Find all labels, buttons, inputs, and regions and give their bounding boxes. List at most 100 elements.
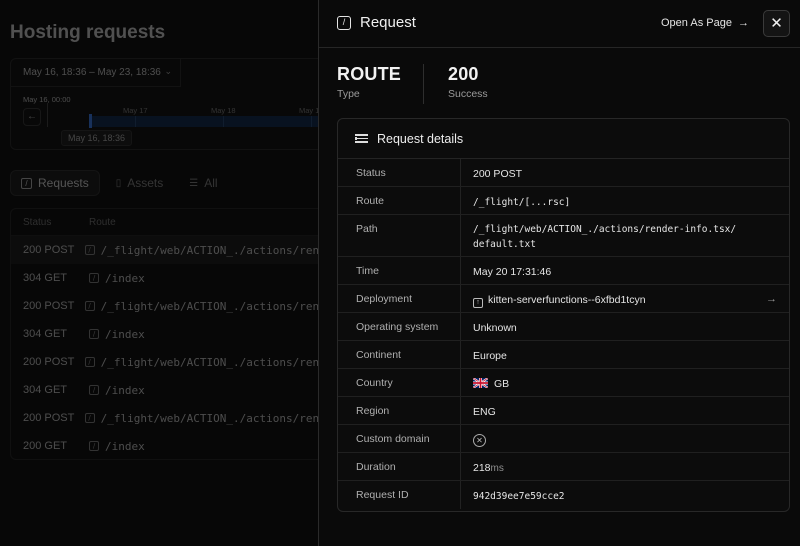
slash-box-icon: / (337, 16, 351, 30)
close-icon: ✕ (770, 15, 783, 32)
deployment-link[interactable]: ↑ kitten-serverfunctions--6xfbd1tcyn → (461, 285, 789, 312)
detail-row-country: Country GB (338, 369, 789, 397)
list-icon: ☰ (189, 177, 199, 189)
detail-value: Unknown (473, 322, 517, 334)
row-status: 200 POST (23, 356, 75, 368)
close-button[interactable]: ✕ (763, 10, 790, 37)
detail-label: Route (338, 187, 461, 214)
table-row[interactable]: 304 GET / /index (11, 376, 339, 404)
duration-value: 218 (473, 462, 491, 474)
row-route: /_flight/web/ACTION_./actions/render (100, 355, 339, 369)
table-row[interactable]: 200 GET / /index (11, 432, 339, 459)
detail-row-time: Time May 20 17:31:46 (338, 257, 789, 285)
detail-row-request-id: Request ID 942d39ee7e59cce2 (338, 481, 789, 509)
requests-table: Status Route 200 POST / /_flight/web/ACTI… (10, 208, 340, 460)
detail-row-duration: Duration 218ms (338, 453, 789, 481)
summary-label: Success (448, 88, 488, 100)
tab-requests[interactable]: / Requests (10, 170, 100, 196)
detail-label: Custom domain (338, 425, 461, 452)
request-summary: ROUTE Type 200 Success (337, 64, 510, 104)
tab-label: All (204, 176, 218, 190)
detail-row-os: Operating system Unknown (338, 313, 789, 341)
country-value: GB (494, 378, 510, 390)
detail-value[interactable]: 942d39ee7e59cce2 (473, 491, 565, 502)
detail-label: Request ID (338, 481, 461, 509)
row-route: /index (105, 439, 145, 453)
detail-value: Europe (473, 350, 507, 362)
page-title: Hosting requests (10, 22, 166, 43)
route-icon: / (89, 385, 99, 395)
detail-label: Country (338, 369, 461, 396)
row-status: 200 POST (23, 412, 75, 424)
column-header-route: Route (89, 216, 116, 228)
date-range-picker[interactable]: May 16, 18:36 – May 23, 18:36 ⌄ (11, 59, 181, 87)
timeline-tooltip: May 16, 18:36 (61, 130, 133, 146)
list-icon (355, 133, 368, 143)
table-header: Status Route (11, 209, 339, 236)
detail-label: Path (338, 215, 461, 256)
route-icon: / (89, 273, 99, 283)
detail-value: May 20 17:31:46 (473, 266, 552, 278)
route-icon: / (89, 441, 99, 451)
detail-label: Region (338, 397, 461, 424)
row-status: 304 GET (23, 272, 68, 284)
detail-label: Continent (338, 341, 461, 368)
summary-value: ROUTE (337, 64, 401, 84)
timeline-range-handle[interactable] (89, 114, 92, 128)
drawer-title: Request (360, 14, 416, 31)
detail-label: Deployment (338, 285, 461, 312)
detail-row-status: Status 200 POST (338, 159, 789, 187)
timeline-gridline (311, 116, 312, 127)
arrow-left-icon[interactable]: ← (23, 108, 41, 126)
summary-status: 200 Success (423, 64, 510, 104)
route-icon: / (84, 301, 95, 311)
arrow-right-icon: → (737, 17, 749, 29)
timeline-tick: May 1 (299, 106, 320, 115)
chevron-down-icon: ⌄ (164, 66, 172, 76)
row-route: /index (105, 327, 145, 341)
timeline-card: May 16, 18:36 – May 23, 18:36 ⌄ May 16, … (10, 58, 341, 150)
route-icon: / (89, 329, 99, 339)
tab-label: Requests (38, 176, 89, 190)
x-circle-icon: ✕ (473, 434, 486, 447)
detail-row-deployment[interactable]: Deployment ↑ kitten-serverfunctions--6xfb… (338, 285, 789, 313)
route-icon: / (84, 413, 95, 423)
detail-row-continent: Continent Europe (338, 341, 789, 369)
row-status: 200 POST (23, 244, 75, 256)
path-line: /_flight/web/ACTION_./actions/render-inf… (473, 224, 737, 235)
timeline-divider (47, 103, 48, 127)
row-route: /index (105, 383, 145, 397)
row-route: /_flight/web/ACTION_./actions/render (100, 243, 339, 257)
drawer-header: / Request Open As Page → ✕ (319, 0, 800, 48)
tab-all[interactable]: ☰ All (179, 170, 227, 196)
timeline-tick: May 17 (123, 106, 148, 115)
table-row[interactable]: 200 POST / /_flight/web/ACTION_./actions/… (11, 348, 339, 376)
open-as-page-label: Open As Page (661, 17, 732, 29)
details-title: Request details (377, 131, 464, 146)
details-header: Request details (338, 119, 789, 159)
arrow-right-icon: → (766, 293, 777, 305)
detail-value: 200 POST (473, 168, 523, 180)
table-row[interactable]: 200 POST / /_flight/web/ACTION_./actions/… (11, 236, 339, 264)
duration-unit: ms (490, 463, 504, 474)
summary-value: 200 (448, 64, 479, 84)
detail-value: ENG (473, 406, 496, 418)
detail-value: 218ms (461, 453, 789, 480)
table-row[interactable]: 200 POST / /_flight/web/ACTION_./actions/… (11, 404, 339, 432)
detail-row-region: Region ENG (338, 397, 789, 425)
deployment-icon: ↑ (473, 298, 483, 308)
open-as-page-button[interactable]: Open As Page → (661, 17, 749, 29)
timeline-range-bar[interactable] (89, 116, 341, 127)
detail-label: Time (338, 257, 461, 284)
request-drawer: / Request Open As Page → ✕ ROUTE Type 20… (318, 0, 800, 546)
row-status: 304 GET (23, 384, 68, 396)
tab-assets[interactable]: ▯ Assets (106, 170, 174, 196)
table-row[interactable]: 200 POST / /_flight/web/ACTION_./actions/… (11, 292, 339, 320)
table-row[interactable]: 304 GET / /index (11, 320, 339, 348)
date-range-label: May 16, 18:36 – May 23, 18:36 (23, 67, 161, 78)
timeline-gridline (135, 116, 136, 127)
table-row[interactable]: 304 GET / /index (11, 264, 339, 292)
detail-label: Duration (338, 453, 461, 480)
timeline-tick: May 18 (211, 106, 236, 115)
tab-label: Assets (127, 176, 164, 190)
